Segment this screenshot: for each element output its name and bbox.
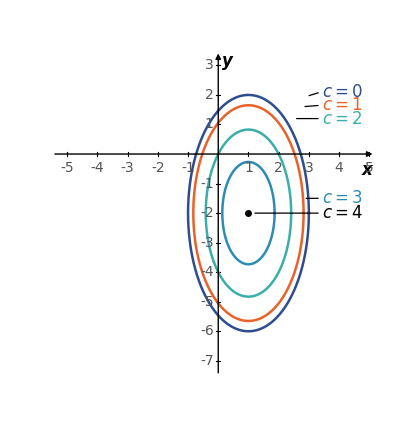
Text: 1: 1: [244, 161, 253, 176]
Text: -1: -1: [181, 161, 195, 176]
Text: -4: -4: [90, 161, 104, 176]
Text: y: y: [222, 52, 233, 70]
Text: -4: -4: [200, 265, 214, 279]
Text: 3: 3: [205, 58, 214, 73]
Text: -7: -7: [200, 354, 214, 368]
Text: 5: 5: [365, 161, 374, 176]
Text: -5: -5: [200, 295, 214, 309]
Text: 1: 1: [205, 117, 214, 132]
Text: -2: -2: [151, 161, 165, 176]
Text: $c = 2$: $c = 2$: [322, 110, 363, 127]
Text: $c = 4$: $c = 4$: [322, 204, 364, 222]
Text: -1: -1: [200, 176, 214, 191]
Text: $c = 1$: $c = 1$: [322, 96, 363, 114]
Text: 2: 2: [274, 161, 283, 176]
Text: 2: 2: [205, 88, 214, 102]
Text: -3: -3: [121, 161, 134, 176]
Text: -3: -3: [200, 235, 214, 250]
Text: -6: -6: [200, 324, 214, 338]
Text: -2: -2: [200, 206, 214, 220]
Text: $c = 3$: $c = 3$: [322, 189, 363, 207]
Text: x: x: [362, 160, 372, 179]
Text: $c = 0$: $c = 0$: [322, 83, 364, 101]
Text: 4: 4: [335, 161, 344, 176]
Text: -5: -5: [60, 161, 74, 176]
Text: 3: 3: [304, 161, 313, 176]
